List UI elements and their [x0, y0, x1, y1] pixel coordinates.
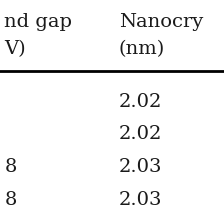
- Text: 2.02: 2.02: [119, 125, 162, 143]
- Text: 2.03: 2.03: [119, 158, 162, 176]
- Text: V): V): [4, 40, 26, 58]
- Text: 2.03: 2.03: [119, 192, 162, 209]
- Text: 8: 8: [4, 192, 17, 209]
- Text: Nanocry: Nanocry: [119, 13, 203, 31]
- Text: (nm): (nm): [119, 40, 165, 58]
- Text: 2.02: 2.02: [119, 93, 162, 111]
- Text: nd gap: nd gap: [4, 13, 73, 31]
- Text: 8: 8: [4, 158, 17, 176]
